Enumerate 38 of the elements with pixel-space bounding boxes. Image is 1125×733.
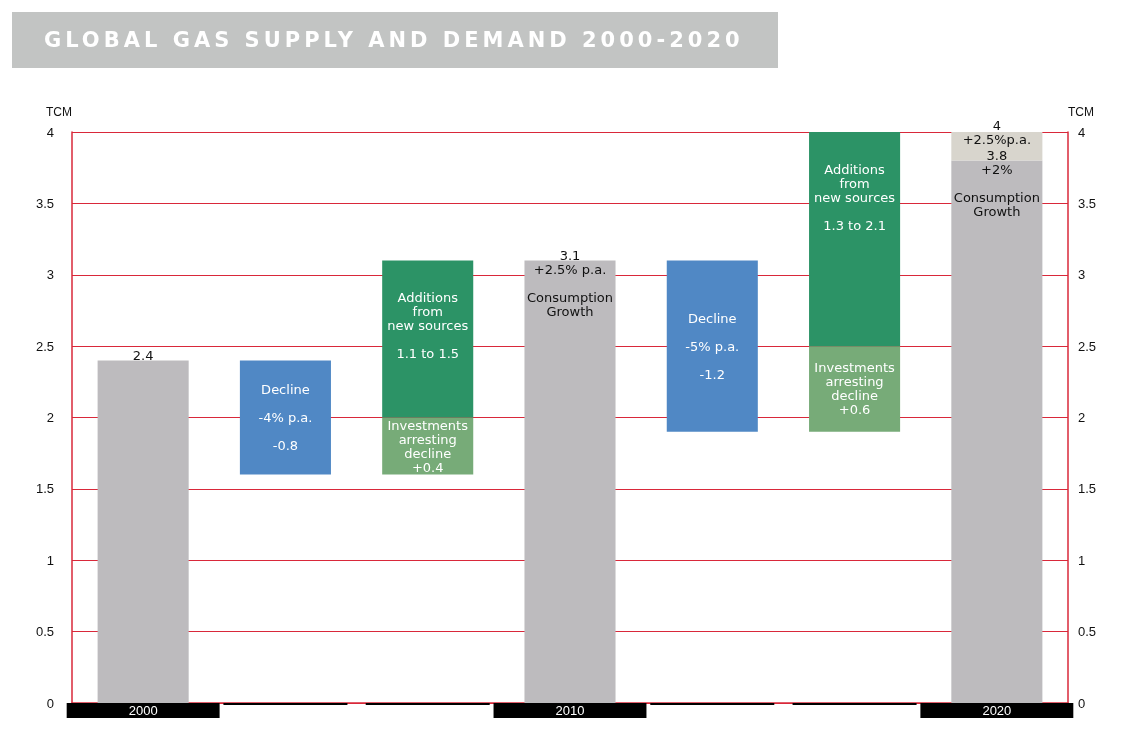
y-tick-label: 3	[46, 267, 54, 283]
y-tick-label: 0	[46, 695, 54, 711]
y-tick-label: 0.5	[35, 624, 54, 640]
y-tick-label: 1	[46, 552, 54, 568]
bar	[809, 132, 901, 347]
data-label: Additions from new sources 1.1 to 1.5	[387, 289, 469, 361]
data-label: 3.1 +2.5% p.a. Consumption Growth	[526, 247, 614, 319]
y-axis-title: TCM	[46, 105, 72, 119]
bar	[666, 260, 758, 432]
x-tick-label: 2000	[128, 703, 158, 718]
bar	[382, 260, 474, 418]
y-tick-label: 3.5	[35, 195, 54, 211]
y2-axis-title: TCM	[1068, 105, 1094, 119]
y-tick-label: 4	[46, 124, 54, 140]
data-label: Decline -4% p.a. -0.8	[258, 382, 313, 453]
y-tick-label: 2	[46, 410, 54, 425]
y2-tick-label: 4	[1078, 124, 1086, 140]
bar	[239, 360, 331, 475]
data-label: Investments arresting decline +0.4	[387, 417, 469, 475]
data-label: 2.4	[132, 347, 154, 363]
data-label: Investments arresting decline +0.6	[814, 360, 895, 418]
data-label: Additions from new sources 1.3 to 2.1	[814, 161, 896, 233]
y2-tick-label: 0	[1078, 695, 1086, 711]
x-tick-label: 2020	[982, 703, 1012, 718]
annotation: 4 +2.5%p.a.	[962, 117, 1032, 147]
y2-tick-label: 2	[1078, 410, 1086, 425]
y2-tick-label: 0.5	[1078, 624, 1097, 640]
data-label: Decline -5% p.a. -1.2	[685, 310, 740, 382]
y-tick-label: 1.5	[35, 481, 54, 497]
y2-tick-label: 1	[1078, 552, 1086, 568]
y2-tick-label: 1.5	[1078, 481, 1097, 497]
chart-title: GLOBAL GAS SUPPLY AND DEMAND 2000-2020	[12, 12, 778, 68]
y2-tick-label: 2.5	[1078, 338, 1097, 354]
y-tick-label: 2.5	[35, 338, 54, 354]
x-tick-label: 2010	[555, 703, 585, 718]
y2-tick-label: 3	[1078, 267, 1086, 283]
data-label: 3.8 +2% Consumption Growth	[953, 148, 1040, 220]
y2-tick-label: 3.5	[1078, 195, 1097, 211]
